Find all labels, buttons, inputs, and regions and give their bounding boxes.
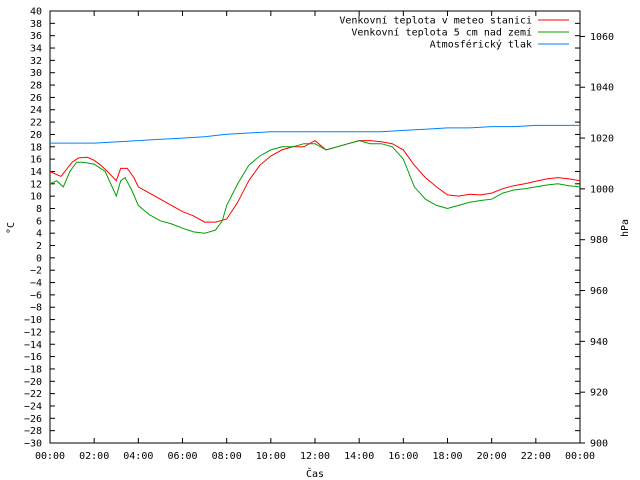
x-tick-label: 14:00 xyxy=(344,451,374,462)
left-tick-label: 18 xyxy=(30,142,42,153)
y-axis-label-left: °C xyxy=(6,222,17,234)
left-tick-label: −24 xyxy=(24,401,42,412)
x-tick-label: 06:00 xyxy=(167,451,197,462)
left-tick-label: −12 xyxy=(24,327,42,338)
y-axis-label-right: hPa xyxy=(620,219,631,237)
left-tick-label: −14 xyxy=(24,340,42,351)
left-tick-label: 32 xyxy=(30,56,42,67)
series-layer xyxy=(49,124,581,234)
left-tick-label: 6 xyxy=(36,216,42,227)
right-tick-label: 980 xyxy=(590,235,608,246)
left-tick-label: 40 xyxy=(30,7,42,18)
left-tick-label: −6 xyxy=(30,290,42,301)
x-tick-label: 08:00 xyxy=(212,451,242,462)
series-line-2 xyxy=(49,140,581,234)
right-tick-label: 900 xyxy=(590,439,608,450)
left-tick-label: 12 xyxy=(30,179,42,190)
right-tick-label: 960 xyxy=(590,286,608,297)
left-tick-label: −28 xyxy=(24,426,42,437)
left-tick-label: 28 xyxy=(30,81,42,92)
left-tick-label: 14 xyxy=(30,167,42,178)
left-tick-label: 26 xyxy=(30,93,42,104)
right-tick-label: 1000 xyxy=(590,184,614,195)
right-axis-ticks: 900 920 940 960 980 1000 1020 1040 1060 xyxy=(580,32,614,450)
right-tick-label: 1060 xyxy=(590,32,614,43)
left-tick-label: −8 xyxy=(30,303,42,314)
right-tick-label: 940 xyxy=(590,337,608,348)
x-tick-label: 18:00 xyxy=(432,451,462,462)
x-tick-label: 12:00 xyxy=(300,451,330,462)
left-tick-label: 16 xyxy=(30,155,42,166)
left-tick-label: 34 xyxy=(30,44,42,55)
x-tick-label: 02:00 xyxy=(79,451,109,462)
left-tick-label: −4 xyxy=(30,278,42,289)
x-axis-ticks: 00:00 02:00 04:00 06:00 08:00 10:00 12:00 14:00… xyxy=(35,11,595,462)
left-tick-label: 8 xyxy=(36,204,42,215)
left-tick-label: 0 xyxy=(36,253,42,264)
legend-label: Venkovní teplota 5 cm nad zemí xyxy=(351,27,532,39)
left-tick-label: −20 xyxy=(24,377,42,388)
left-tick-label: −18 xyxy=(24,364,42,375)
legend-label: Venkovní teplota v meteo stanici xyxy=(339,15,532,27)
left-tick-label: −22 xyxy=(24,389,42,400)
x-tick-label: 20:00 xyxy=(477,451,507,462)
series-line-3 xyxy=(50,124,580,144)
right-tick-label: 1020 xyxy=(590,134,614,145)
x-tick-label: 22:00 xyxy=(521,451,551,462)
right-tick-label: 1040 xyxy=(590,83,614,94)
x-tick-label: 16:00 xyxy=(388,451,418,462)
legend-label: Atmosférický tlak xyxy=(430,39,532,51)
left-tick-label: −26 xyxy=(24,414,42,425)
legend: Venkovní teplota v meteo staniciVenkovní… xyxy=(339,15,569,51)
series-line-1 xyxy=(49,139,581,223)
x-tick-label: 00:00 xyxy=(35,451,65,462)
right-tick-label: 920 xyxy=(590,388,608,399)
x-tick-label: 04:00 xyxy=(123,451,153,462)
left-tick-label: 38 xyxy=(30,19,42,30)
left-axis-ticks: −30−28−26−24−22−20−18−16−14−12−10−8−6−4−… xyxy=(24,7,580,450)
left-tick-label: 20 xyxy=(30,130,42,141)
left-tick-label: −16 xyxy=(24,352,42,363)
plot-frame xyxy=(49,10,581,444)
left-tick-label: 22 xyxy=(30,118,42,129)
left-tick-label: 2 xyxy=(36,241,42,252)
left-tick-label: −30 xyxy=(24,439,42,450)
x-axis-label: Čas xyxy=(306,467,324,480)
x-tick-label: 00:00 xyxy=(565,451,595,462)
left-tick-label: 36 xyxy=(30,31,42,42)
left-tick-label: 30 xyxy=(30,68,42,79)
left-tick-label: 24 xyxy=(30,105,42,116)
left-tick-label: −10 xyxy=(24,315,42,326)
left-tick-label: 4 xyxy=(36,229,42,240)
left-tick-label: 10 xyxy=(30,192,42,203)
left-tick-label: −2 xyxy=(30,266,42,277)
x-tick-label: 10:00 xyxy=(256,451,286,462)
